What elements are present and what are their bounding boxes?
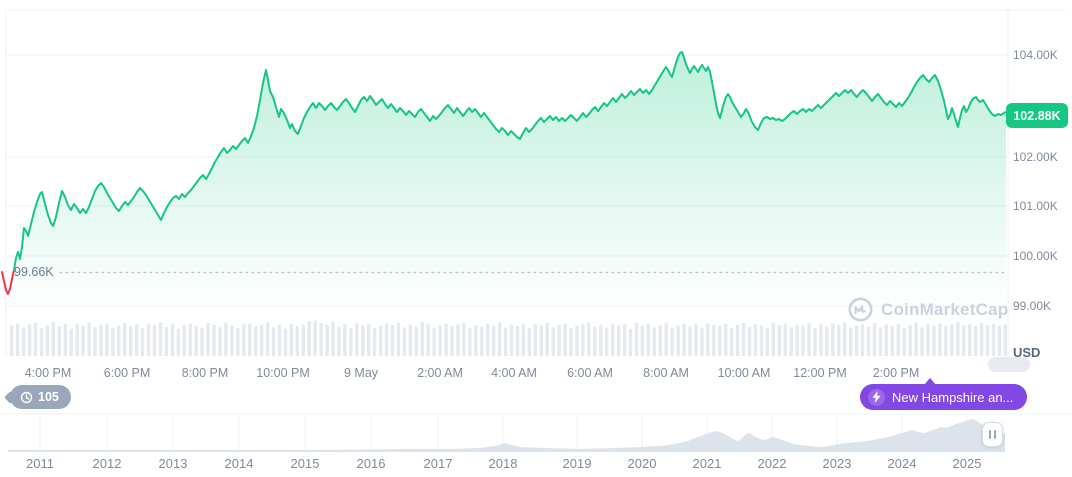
current-price-value: 102.88K bbox=[1013, 108, 1061, 123]
price-line bbox=[13, 51, 1007, 271]
year-axis-label: 2012 bbox=[92, 456, 122, 471]
time-axis-label: 4:00 PM bbox=[24, 366, 72, 380]
year-axis-label: 2015 bbox=[290, 456, 320, 471]
price-axis-label: 100.00K bbox=[1013, 249, 1058, 263]
coinmarketcap-logo-icon bbox=[848, 297, 873, 322]
price-axis-unit: USD bbox=[1013, 345, 1041, 360]
time-axis-label: 6:00 PM bbox=[103, 366, 151, 380]
year-axis-label: 2011 bbox=[26, 456, 54, 471]
year-axis-label: 2020 bbox=[627, 456, 657, 471]
year-axis-label: 2014 bbox=[224, 456, 254, 471]
history-count-badge[interactable]: 105 bbox=[10, 385, 71, 409]
time-axis-label: 4:00 AM bbox=[491, 366, 537, 380]
time-axis-label: 6:00 AM bbox=[567, 366, 613, 380]
time-axis-label: 10:00 PM bbox=[256, 366, 310, 380]
year-axis-label: 2017 bbox=[423, 456, 453, 471]
time-axis-label: 9 May bbox=[343, 366, 379, 380]
range-slider-handle[interactable] bbox=[982, 422, 1003, 447]
time-axis-label: 12:00 PM bbox=[793, 366, 847, 380]
handle-grip-bar bbox=[989, 430, 991, 439]
year-axis-label: 2013 bbox=[158, 456, 188, 471]
year-axis-label: 2019 bbox=[562, 456, 592, 471]
event-badge-pointer bbox=[924, 378, 936, 385]
year-axis-label: 2021 bbox=[692, 456, 722, 471]
event-badge-label: New Hampshire an... bbox=[892, 389, 1014, 405]
year-axis-label: 2025 bbox=[952, 456, 982, 471]
coinmarketcap-watermark: CoinMarketCap bbox=[848, 297, 1008, 322]
lightning-bolt-icon bbox=[868, 388, 885, 406]
price-axis-label: 99.00K bbox=[1013, 299, 1052, 313]
time-axis-label: 2:00 AM bbox=[417, 366, 463, 380]
history-count: 105 bbox=[38, 390, 59, 404]
price-axis-label: 101.00K bbox=[1013, 199, 1058, 213]
year-axis-label: 2022 bbox=[757, 456, 787, 471]
current-price-badge: 102.88K bbox=[1006, 103, 1068, 128]
year-axis-label: 2016 bbox=[356, 456, 386, 471]
clock-icon bbox=[20, 391, 33, 404]
time-axis-label: 2:00 PM bbox=[872, 366, 920, 380]
price-axis-label: 104.00K bbox=[1013, 48, 1058, 62]
time-axis-label: 8:00 PM bbox=[181, 366, 229, 380]
year-axis-label: 2024 bbox=[887, 456, 917, 471]
slider-mini-area[interactable] bbox=[8, 419, 1005, 452]
price-line-down-segment bbox=[1, 269, 15, 295]
background-badge bbox=[988, 357, 1030, 372]
year-axis-label: 2023 bbox=[822, 456, 852, 471]
time-axis-label: 8:00 AM bbox=[643, 366, 689, 380]
handle-grip-bar bbox=[994, 430, 996, 439]
year-axis-label: 2018 bbox=[488, 456, 518, 471]
price-area-fill bbox=[14, 52, 1006, 356]
prev-close-label: 99.66K bbox=[14, 265, 54, 279]
watermark-text: CoinMarketCap bbox=[881, 299, 1009, 319]
time-axis-label: 10:00 AM bbox=[717, 366, 771, 380]
price-axis-label: 102.00K bbox=[1013, 150, 1058, 164]
event-badge[interactable]: New Hampshire an... bbox=[860, 378, 1028, 410]
